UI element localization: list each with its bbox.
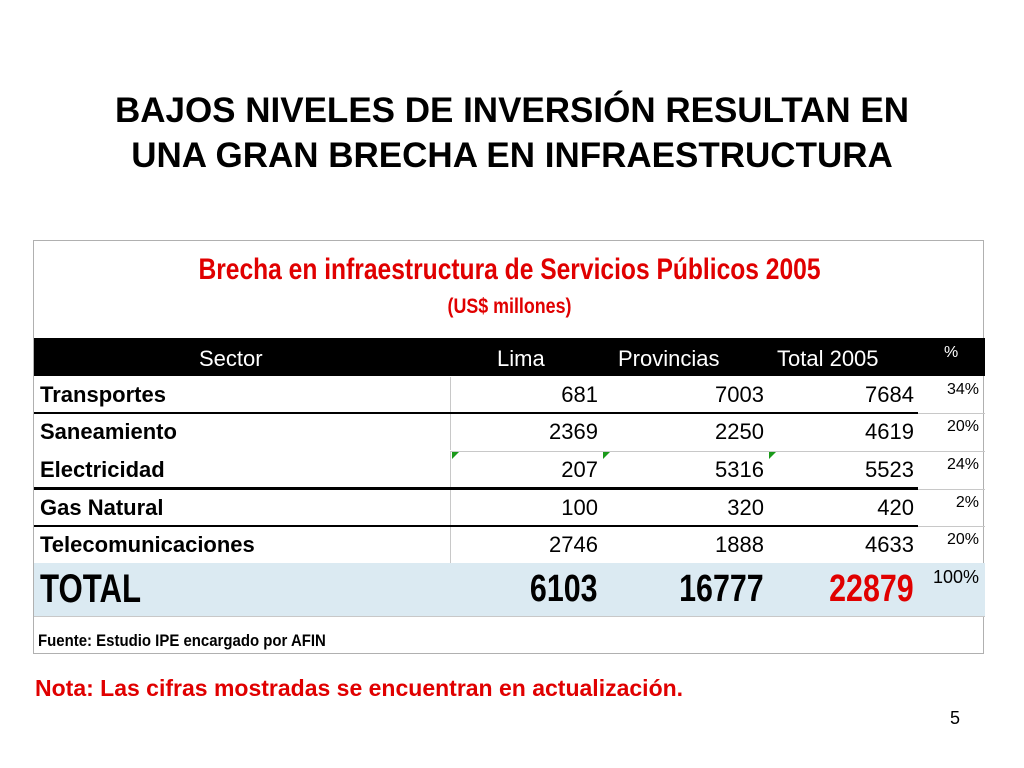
row-pct: 24% <box>946 456 979 473</box>
row-sector: Electricidad <box>40 457 165 482</box>
row-pct: 20% <box>946 418 979 435</box>
total-pct: 100% <box>918 563 985 616</box>
row-lima: 100 <box>450 490 602 526</box>
slide-title: BAJOS NIVELES DE INVERSIÓN RESULTAN EN U… <box>0 88 1024 178</box>
total-lima-value: 6103 <box>530 568 598 610</box>
table-row: Electricidad 207 5316 5523 24% <box>34 452 985 488</box>
row-total-value: 5523 <box>865 457 914 482</box>
row-divider <box>34 525 918 527</box>
table-row: Saneamiento 2369 2250 4619 20% <box>34 414 985 450</box>
row-lima: 207 <box>450 452 602 488</box>
source-divider <box>34 616 985 617</box>
row-pct: 20% <box>946 531 979 548</box>
footnote: Nota: Las cifras mostradas se encuentran… <box>35 675 684 701</box>
total-lima: 6103 <box>450 563 602 616</box>
table-row: Transportes 681 7003 7684 34% <box>34 377 985 412</box>
pct-divider <box>918 413 985 414</box>
row-provincias-value: 5316 <box>715 457 764 482</box>
header-sector: Sector <box>199 346 263 371</box>
total-grand: 22879 <box>768 563 918 616</box>
page-number: 5 <box>950 708 961 728</box>
row-provincias: 1888 <box>715 532 764 557</box>
row-lima: 2746 <box>450 527 602 563</box>
row-sector: Transportes <box>40 381 166 407</box>
pct-divider <box>918 451 985 452</box>
row-provincias: 5316 <box>602 452 768 488</box>
row-total: 420 <box>877 495 914 520</box>
row-total: 5523 <box>768 452 918 488</box>
total-provincias-value: 16777 <box>679 568 764 610</box>
cell-note-marker-icon <box>452 452 459 459</box>
row-divider <box>450 451 918 452</box>
table-header-row: Sector Lima Provincias Total 2005 % <box>34 338 985 376</box>
row-total: 4633 <box>865 532 914 557</box>
total-row: TOTAL 6103 16777 22879 100% <box>34 563 985 616</box>
cell-note-marker-icon <box>603 452 610 459</box>
row-lima-value: 207 <box>561 457 598 482</box>
total-label: TOTAL <box>34 563 450 616</box>
row-divider <box>34 487 918 490</box>
table-title: Brecha en infraestructura de Servicios P… <box>198 253 821 286</box>
table-source: Fuente: Estudio IPE encargado por AFIN <box>38 631 326 650</box>
row-lima: 681 <box>450 377 602 412</box>
total-provincias: 16777 <box>602 563 768 616</box>
row-pct: 2% <box>955 494 979 511</box>
pct-divider <box>918 489 985 490</box>
row-sector: Telecomunicaciones <box>40 532 255 557</box>
table-row: Telecomunicaciones 2746 1888 4633 20% <box>34 527 985 563</box>
table-subtitle: (US$ millones) <box>447 295 572 318</box>
row-provincias: 2250 <box>715 419 764 444</box>
row-provincias: 7003 <box>715 381 764 407</box>
total-grand-value: 22879 <box>829 568 914 610</box>
row-provincias: 320 <box>727 495 764 520</box>
row-lima: 2369 <box>450 414 602 450</box>
header-total: Total 2005 <box>777 346 879 371</box>
row-pct: 34% <box>946 381 979 398</box>
pct-divider <box>918 526 985 527</box>
row-total: 7684 <box>865 381 914 407</box>
total-label-text: TOTAL <box>40 567 142 611</box>
header-lima: Lima <box>497 346 545 371</box>
cell-note-marker-icon <box>769 452 776 459</box>
row-sector: Saneamiento <box>40 419 177 444</box>
infrastructure-gap-table: Brecha en infraestructura de Servicios P… <box>33 240 985 654</box>
slide-title-line-2: UNA GRAN BRECHA EN INFRAESTRUCTURA <box>131 136 893 175</box>
row-total: 4619 <box>865 419 914 444</box>
row-divider <box>34 412 918 414</box>
header-provincias: Provincias <box>618 346 720 371</box>
slide-title-line-1: BAJOS NIVELES DE INVERSIÓN RESULTAN EN <box>114 91 910 130</box>
header-pct: % <box>944 344 959 361</box>
table-row: Gas Natural 100 320 420 2% <box>34 490 985 526</box>
row-sector: Gas Natural <box>40 495 164 520</box>
